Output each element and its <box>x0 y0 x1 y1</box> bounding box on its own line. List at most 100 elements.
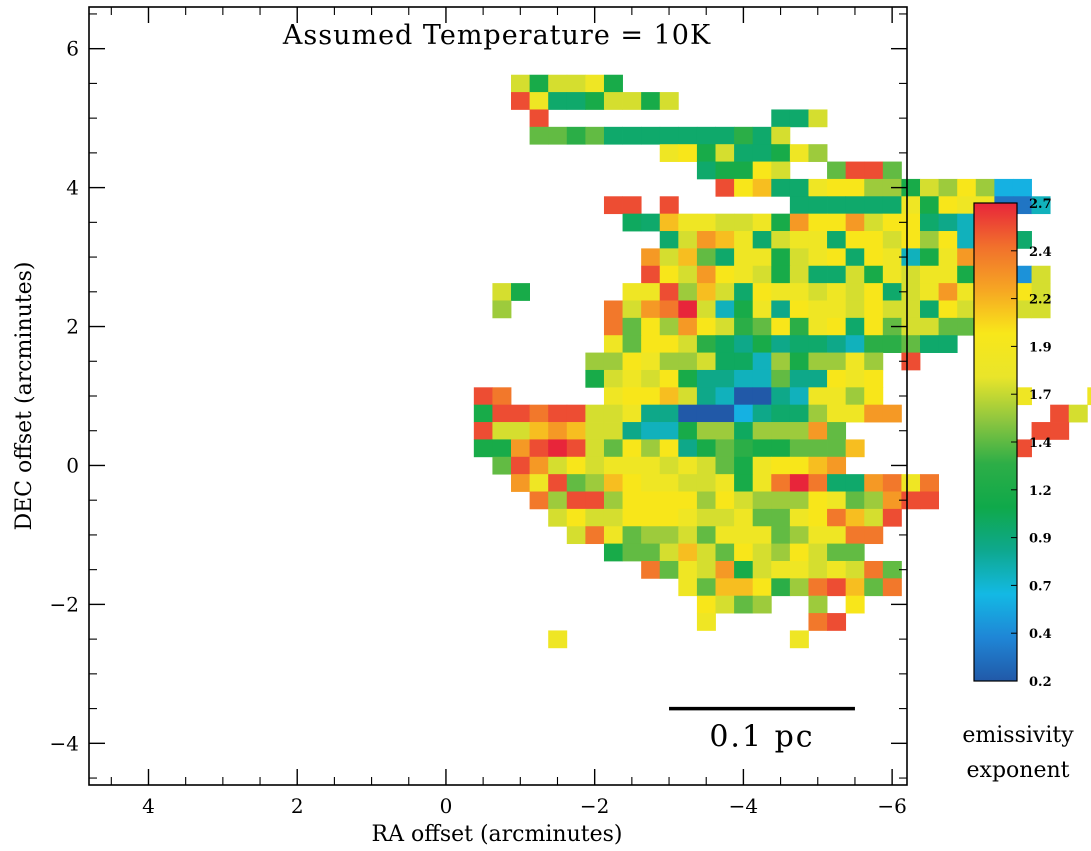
emissivity-pixel <box>585 126 605 145</box>
emissivity-pixel <box>1012 283 1032 301</box>
emissivity-pixel <box>901 317 921 336</box>
emissivity-pixel <box>715 508 735 527</box>
emissivity-pixel <box>603 543 623 562</box>
x-tick-label: 2 <box>291 794 304 818</box>
emissivity-pixel <box>845 231 865 249</box>
emissivity-pixel <box>585 526 605 545</box>
emissivity-pixel <box>938 178 958 197</box>
emissivity-pixel <box>622 352 642 371</box>
emissivity-pixel <box>789 474 809 492</box>
y-axis-label: DEC offset (arcminutes) <box>12 261 37 530</box>
emissivity-pixel <box>603 369 623 388</box>
emissivity-pixel <box>827 265 847 284</box>
emissivity-pixel <box>696 595 716 614</box>
emissivity-pixel <box>827 283 847 301</box>
emissivity-pixel <box>529 109 549 128</box>
emissivity-pixel <box>808 491 828 510</box>
emissivity-pixel <box>622 92 642 110</box>
emissivity-pixel <box>864 213 884 232</box>
emissivity-pixel <box>771 144 791 162</box>
emissivity-pixel <box>771 508 791 527</box>
emissivity-pixel <box>771 456 791 475</box>
emissivity-pixel <box>789 231 809 249</box>
emissivity-pixel <box>864 387 884 406</box>
emissivity-pixel <box>622 422 642 440</box>
colorbar-tick-label: 0.2 <box>1029 675 1052 690</box>
emissivity-pixel <box>771 265 791 284</box>
emissivity-pixel <box>957 231 977 249</box>
emissivity-pixel <box>901 196 921 215</box>
emissivity-pixel <box>659 300 679 319</box>
emissivity-pixel <box>771 109 791 128</box>
emissivity-pixel <box>789 491 809 510</box>
emissivity-pixel <box>659 387 679 406</box>
emissivity-pixel <box>901 335 921 353</box>
emissivity-pixel <box>659 283 679 301</box>
emissivity-pixel <box>641 92 661 110</box>
emissivity-pixel <box>864 300 884 319</box>
emissivity-pixel <box>845 196 865 215</box>
emissivity-pixel <box>715 161 735 180</box>
emissivity-pixel <box>827 352 847 371</box>
emissivity-pixel <box>641 335 661 353</box>
emissivity-pixel <box>715 578 735 597</box>
emissivity-pixel <box>864 474 884 492</box>
emissivity-pixel <box>920 474 939 492</box>
emissivity-pixel <box>771 213 791 232</box>
emissivity-pixel <box>882 300 902 319</box>
emissivity-pixel <box>715 231 735 249</box>
emissivity-pixel <box>566 508 586 527</box>
emissivity-pixel <box>808 543 828 562</box>
emissivity-pixel <box>752 352 772 371</box>
emissivity-pixel <box>845 595 865 614</box>
emissivity-pixel <box>827 526 847 545</box>
emissivity-pixel <box>845 578 865 597</box>
emissivity-pixel <box>938 248 958 267</box>
emissivity-pixel <box>678 526 698 545</box>
emissivity-pixel <box>808 474 828 492</box>
emissivity-pixel <box>585 474 605 492</box>
emissivity-pixel <box>938 335 958 353</box>
emissivity-pixel <box>696 439 716 458</box>
emissivity-pixel <box>566 439 586 458</box>
emissivity-pixel <box>808 178 828 197</box>
emissivity-pixel <box>641 300 661 319</box>
emissivity-pixel <box>789 213 809 232</box>
emissivity-pixel <box>901 265 921 284</box>
emissivity-pixel <box>641 456 661 475</box>
emissivity-pixel <box>771 526 791 545</box>
emissivity-pixel <box>901 178 921 197</box>
emissivity-pixel <box>734 439 754 458</box>
emissivity-pixel <box>827 300 847 319</box>
chart-title: Assumed Temperature = 10K <box>282 20 711 51</box>
emissivity-pixel <box>659 474 679 492</box>
emissivity-pixel <box>771 474 791 492</box>
emissivity-pixel <box>678 439 698 458</box>
emissivity-pixel <box>715 213 735 232</box>
emissivity-pixel <box>659 422 679 440</box>
emissivity-pixel <box>659 491 679 510</box>
emissivity-pixel <box>901 231 921 249</box>
emissivity-pixel <box>734 474 754 492</box>
emissivity-pixel <box>696 248 716 267</box>
emissivity-pixel <box>827 404 847 423</box>
x-tick-label: −6 <box>877 794 906 818</box>
emissivity-pixel <box>1031 300 1051 319</box>
emissivity-pixel <box>808 300 828 319</box>
emissivity-pixel <box>696 474 716 492</box>
emissivity-pixel <box>566 474 586 492</box>
emissivity-pixel <box>473 422 493 440</box>
emissivity-pixel <box>752 300 772 319</box>
emissivity-pixel <box>696 161 716 180</box>
emissivity-pixel <box>938 231 958 249</box>
emissivity-pixel <box>696 369 716 388</box>
emissivity-pixel <box>752 439 772 458</box>
emissivity-pixel <box>641 474 661 492</box>
emissivity-pixel <box>641 508 661 527</box>
emissivity-pixel <box>789 178 809 197</box>
emissivity-pixel <box>827 335 847 353</box>
colorbar-tick-label: 0.4 <box>1029 627 1052 642</box>
emissivity-pixel <box>511 92 530 110</box>
emissivity-pixel <box>734 231 754 249</box>
emissivity-pixel <box>529 404 549 423</box>
